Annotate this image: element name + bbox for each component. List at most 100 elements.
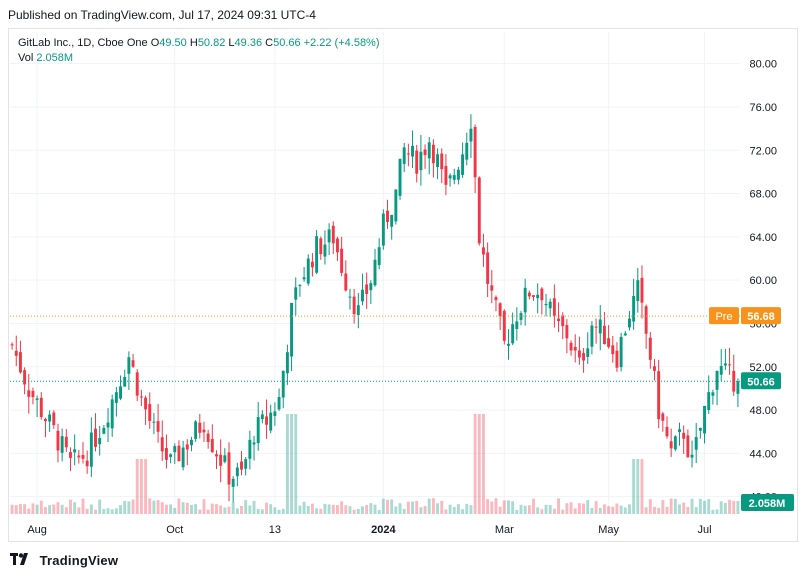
candle-body[interactable] [565,325,569,339]
candle-body[interactable] [106,422,110,428]
candle-body[interactable] [248,439,252,459]
candle-body[interactable] [586,348,590,357]
candle-body[interactable] [602,325,606,345]
candle-body[interactable] [102,427,106,434]
candle-body[interactable] [507,343,510,346]
candle-body[interactable] [223,455,227,462]
candle-body[interactable] [94,428,97,447]
candle-body[interactable] [636,280,640,301]
candle-body[interactable] [390,214,394,227]
candle-body[interactable] [273,411,277,416]
candle-body[interactable] [327,229,331,243]
candle-body[interactable] [14,350,18,356]
candle-body[interactable] [252,442,256,445]
candle-body[interactable] [152,421,156,423]
candle-body[interactable] [452,175,456,180]
candle-body[interactable] [540,288,544,301]
candle-body[interactable] [406,153,410,155]
candle-body[interactable] [294,287,298,300]
candle-body[interactable] [415,150,419,174]
candle-body[interactable] [256,417,260,444]
candle-body[interactable] [577,350,581,358]
candle-body[interactable] [456,169,460,180]
candle-body[interactable] [686,435,690,458]
candle-body[interactable] [290,302,294,357]
candle-body[interactable] [81,454,85,459]
candle-body[interactable] [402,147,406,164]
candle-body[interactable] [164,448,168,460]
candle-body[interactable] [536,294,540,299]
candle-body[interactable] [431,144,435,164]
candle-body[interactable] [277,397,281,410]
candle-body[interactable] [440,153,444,170]
candle-body[interactable] [135,372,139,396]
candle-body[interactable] [206,433,210,442]
candle-body[interactable] [356,305,360,315]
candle-body[interactable] [260,414,264,420]
candle-body[interactable] [494,297,498,301]
candle-body[interactable] [148,404,152,421]
candle-body[interactable] [160,437,164,452]
candle-body[interactable] [465,142,469,160]
candle-body[interactable] [131,360,135,367]
candle-body[interactable] [498,303,502,317]
candle-body[interactable] [615,350,619,368]
candle-body[interactable] [110,399,114,429]
candle-body[interactable] [323,244,327,257]
candle-body[interactable] [657,371,661,420]
candle-body[interactable] [648,337,652,360]
candle-body[interactable] [244,459,248,469]
candle-body[interactable] [411,145,415,157]
candle-body[interactable] [473,127,477,178]
candle-body[interactable] [557,318,561,322]
candle-body[interactable] [235,467,239,477]
candle-body[interactable] [361,289,364,302]
candle-body[interactable] [573,346,577,351]
candle-body[interactable] [590,325,594,347]
candle-body[interactable] [173,446,177,453]
candle-body[interactable] [619,336,623,368]
candle-body[interactable] [623,333,627,336]
candle-body[interactable] [682,432,686,439]
candle-body[interactable] [665,426,669,437]
candle-body[interactable] [302,277,306,280]
candle-body[interactable] [644,306,648,334]
candle-body[interactable] [502,310,506,341]
candle-body[interactable] [548,301,552,309]
candle-body[interactable] [690,454,694,458]
candle-body[interactable] [377,247,381,266]
candle-body[interactable] [60,436,64,453]
candle-body[interactable] [181,447,185,468]
candle-body[interactable] [552,298,556,316]
candle-body[interactable] [703,405,707,434]
candle-body[interactable] [398,158,402,196]
candle-body[interactable] [310,261,314,268]
candle-body[interactable] [306,258,310,284]
candle-body[interactable] [169,454,173,457]
candle-body[interactable] [77,455,81,458]
candle-body[interactable] [728,364,732,366]
candle-body[interactable] [202,429,206,433]
candle-body[interactable] [285,352,289,374]
candle-body[interactable] [427,142,431,159]
candle-body[interactable] [569,342,573,351]
candle-body[interactable] [523,287,527,313]
candle-body[interactable] [723,363,727,366]
candle-body[interactable] [673,436,677,450]
candle-body[interactable] [448,175,452,179]
candle-body[interactable] [598,319,602,334]
candle-body[interactable] [265,416,269,425]
candle-body[interactable] [736,381,740,394]
candle-body[interactable] [486,252,490,284]
candle-body[interactable] [69,452,72,458]
candle-body[interactable] [711,392,715,396]
candle-body[interactable] [43,418,47,422]
candle-body[interactable] [198,422,202,433]
candle-body[interactable] [461,154,465,175]
candle-body[interactable] [89,432,93,467]
candle-body[interactable] [177,445,181,462]
candle-body[interactable] [139,396,143,398]
candle-body[interactable] [661,413,665,421]
candle-body[interactable] [527,292,531,297]
candle-body[interactable] [436,154,440,167]
